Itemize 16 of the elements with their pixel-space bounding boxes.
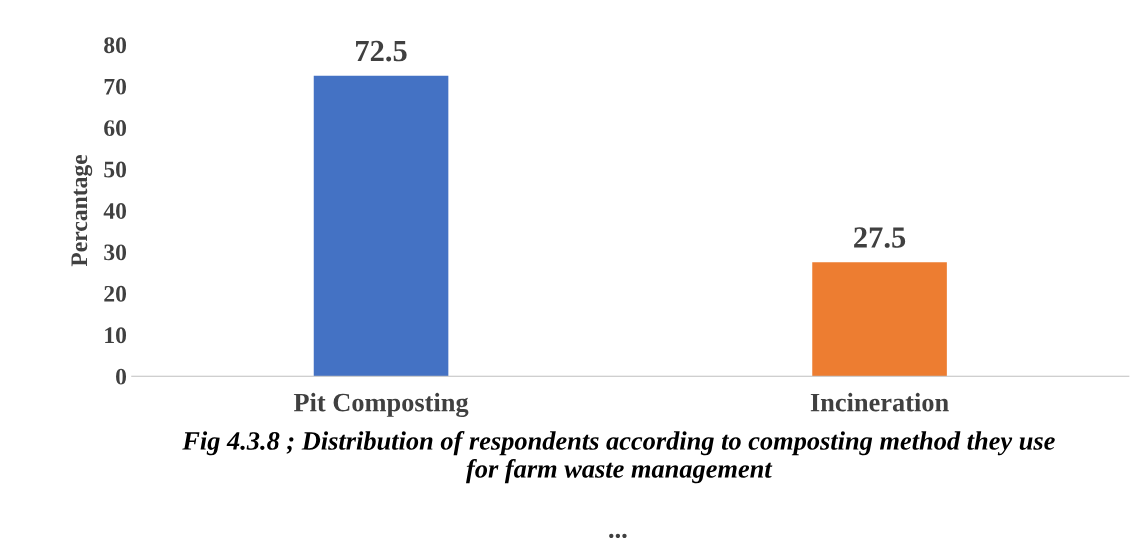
y-tick-label: 20 (104, 285, 127, 302)
y-tick-label: 0 (116, 368, 127, 385)
x-tick-label: Pit Composting (293, 392, 469, 417)
caption: Fig 4.3.8 ; Distribution of respondents according to composting method they use for farm waste management (182, 431, 1055, 484)
text: ... (609, 533, 627, 539)
x-tick-label: Incineration (810, 392, 949, 412)
y-tick-label: 60 (104, 120, 127, 137)
y-tick-label: 30 (104, 244, 127, 261)
y-tick-label: 40 (103, 202, 127, 219)
y-tick-label: 70 (104, 78, 127, 95)
y-tick-label: 50 (104, 161, 127, 178)
y-tick-label: 80 (104, 37, 127, 54)
data-label: 72.5 (356, 40, 407, 62)
data-label: 27.5 (854, 227, 906, 248)
y-tick-label: 10 (105, 327, 127, 344)
y-axis-title: Percantage (71, 154, 93, 267)
